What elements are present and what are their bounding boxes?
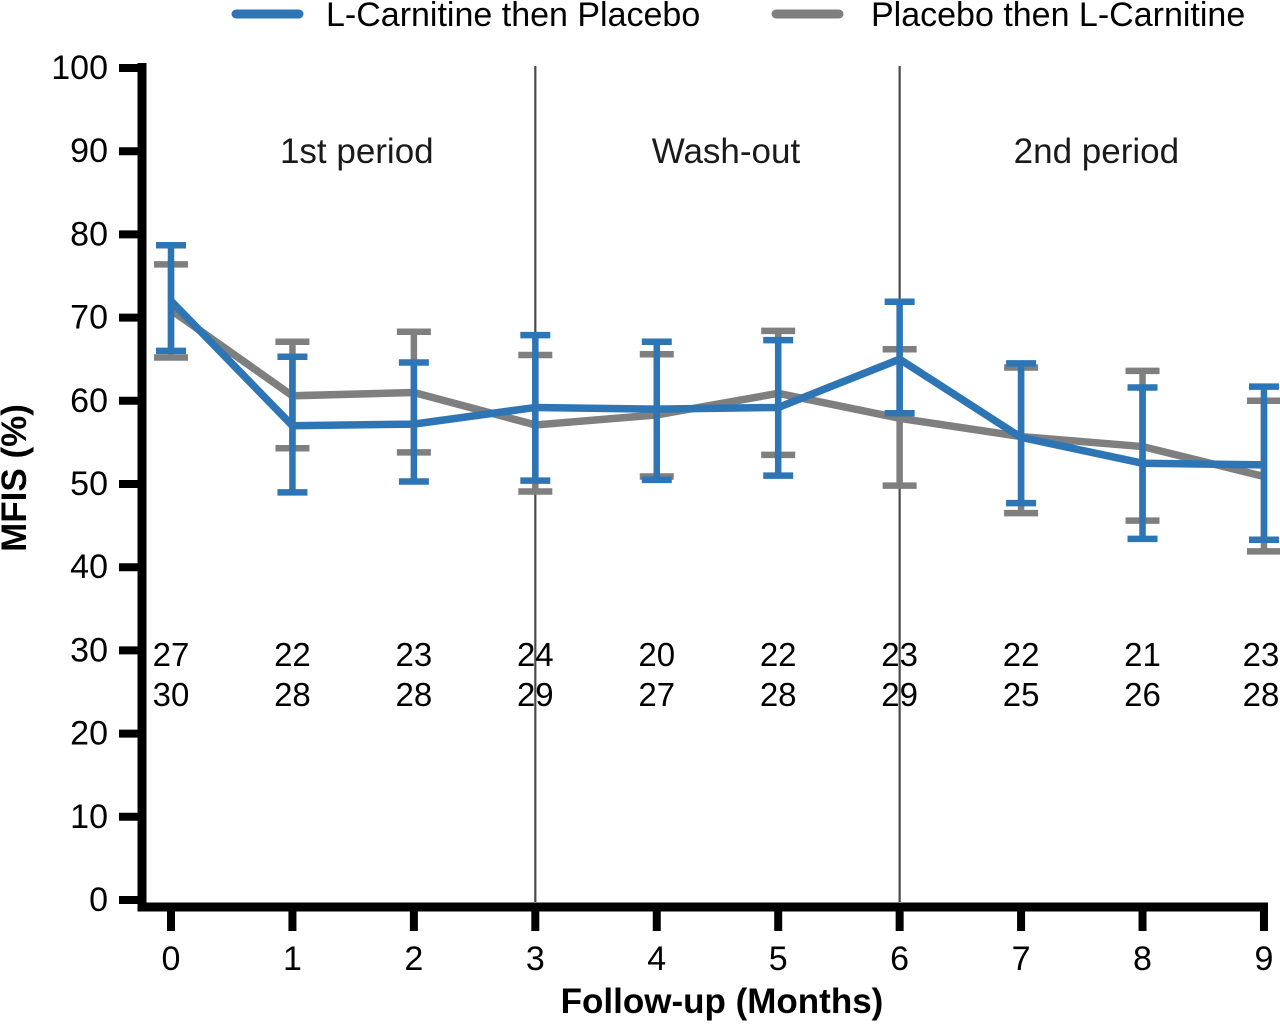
sample-size-label: 22 (274, 636, 311, 673)
series-line (168, 307, 1265, 481)
series-lcarnitine-then-placebo: 27 22 23 24 20 22 23 22 21 23 (153, 241, 1280, 673)
x-tick-label: 8 (1133, 940, 1152, 978)
data-series: 30 28 28 29 27 28 29 25 26 28 27 22 23 24 20 22 23 22 21 23 (153, 241, 1280, 713)
period-label-first: 1st period (280, 132, 434, 171)
sample-size-label: 23 (396, 636, 433, 673)
x-axis-title: Follow-up (Months) (561, 982, 884, 1021)
sample-size-label: 23 (881, 636, 918, 673)
y-tick-label: 100 (51, 49, 108, 87)
sample-size-label: 27 (638, 676, 675, 713)
x-tick-label: 7 (1012, 940, 1031, 978)
y-tick-label: 40 (70, 548, 108, 586)
y-tick-label: 20 (70, 715, 108, 753)
sample-size-label: 22 (1003, 636, 1040, 673)
x-tick-label: 9 (1254, 940, 1273, 978)
sample-size-label: 28 (396, 676, 433, 713)
x-tick-label: 2 (404, 940, 423, 978)
y-tick-label: 10 (70, 798, 108, 836)
sample-size-label: 28 (760, 676, 797, 713)
sample-size-label: 29 (881, 676, 918, 713)
sample-size-label: 25 (1003, 676, 1040, 713)
x-tick-label: 3 (526, 940, 545, 978)
x-tick-label: 0 (162, 940, 181, 978)
series-placebo-then-lcarnitine: 30 28 28 29 27 28 29 25 26 28 (153, 261, 1280, 713)
y-tick-label: 80 (70, 215, 108, 253)
y-tick-label: 50 (70, 465, 108, 503)
axis-titles: Follow-up (Months) MFIS (%) (0, 404, 883, 1021)
y-tick-label: 0 (89, 881, 108, 919)
period-divider-lines (534, 66, 901, 902)
y-axis-title: MFIS (%) (0, 404, 34, 552)
sample-size-label: 24 (517, 636, 554, 673)
period-label-washout: Wash-out (652, 132, 801, 171)
sample-size-label: 29 (517, 676, 554, 713)
x-tick-label: 5 (769, 940, 788, 978)
sample-size-label: 23 (1243, 636, 1280, 673)
sample-size-label: 20 (638, 636, 675, 673)
y-tick-label: 70 (70, 299, 108, 337)
legend: L-Carnitine then Placebo Placebo then L-… (231, 0, 1245, 34)
legend-label-lcarnitine-first: L-Carnitine then Placebo (326, 0, 700, 34)
series-line (168, 298, 1265, 469)
y-tick-label: 90 (70, 132, 108, 170)
sample-size-label: 28 (274, 676, 311, 713)
y-tick-label: 30 (70, 631, 108, 669)
sample-size-label: 22 (760, 636, 797, 673)
sample-size-label: 27 (153, 636, 190, 673)
period-label-second: 2nd period (1014, 132, 1179, 171)
x-tick-label: 1 (283, 940, 302, 978)
x-tick-label: 4 (647, 940, 666, 978)
period-labels: 1st period Wash-out 2nd period (280, 132, 1179, 171)
sample-size-label: 28 (1243, 676, 1280, 713)
sample-size-label: 26 (1124, 676, 1161, 713)
sample-size-label: 30 (153, 676, 190, 713)
x-tick-label: 6 (890, 940, 909, 978)
y-tick-label: 60 (70, 382, 108, 420)
sample-size-label: 21 (1124, 636, 1161, 673)
legend-label-placebo-first: Placebo then L-Carnitine (871, 0, 1245, 34)
